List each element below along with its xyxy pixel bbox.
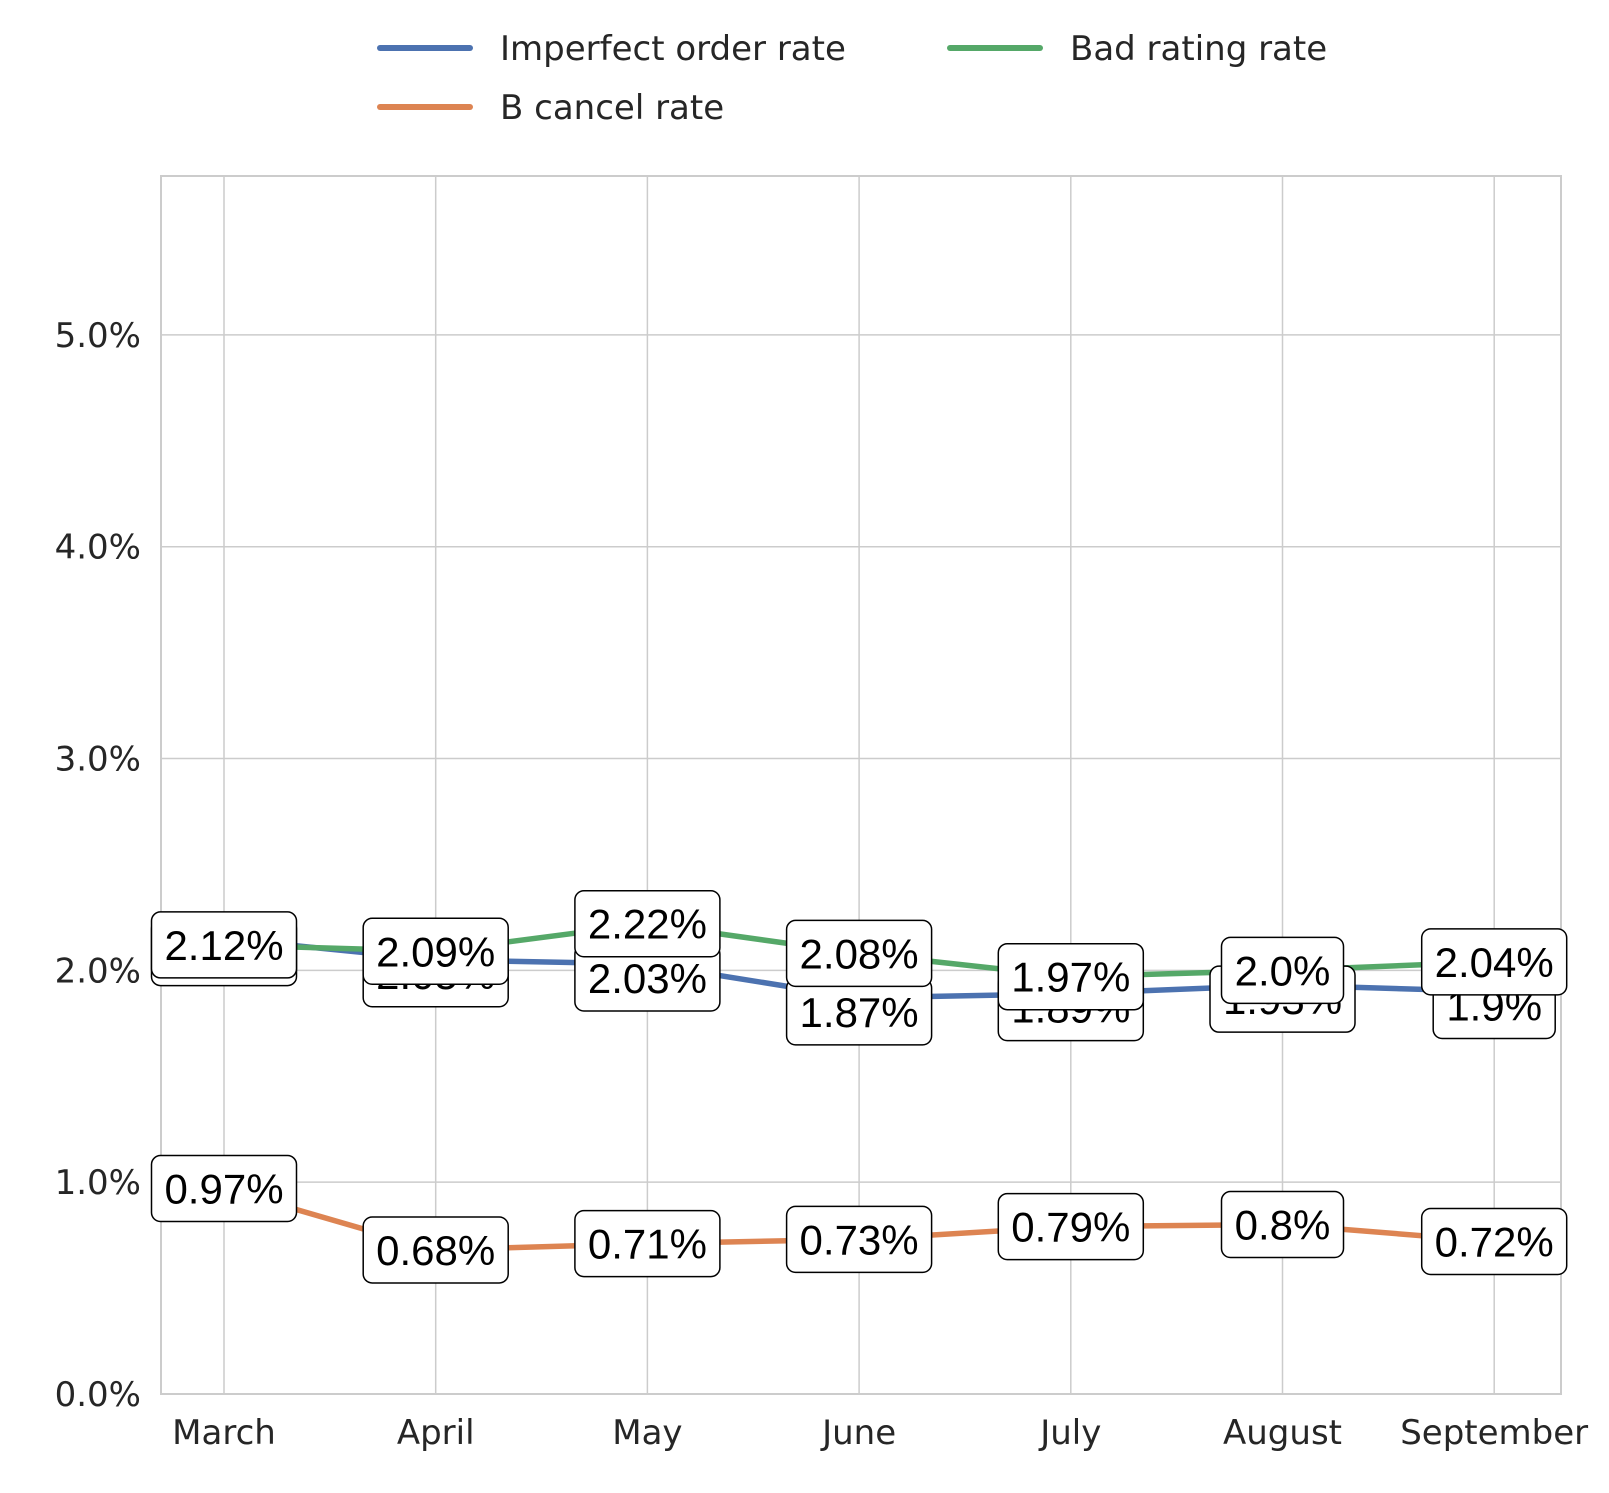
data-label: 0.73%: [785, 1205, 933, 1274]
data-label: 2.12%: [150, 911, 298, 979]
data-label-box: [997, 942, 1145, 1011]
x-tick-label: June: [820, 1413, 896, 1453]
data-label: 0.68%: [362, 1216, 509, 1284]
data-label-text: 0.71%: [588, 1221, 707, 1268]
data-label-text: 2.22%: [588, 901, 707, 948]
data-label-box: [997, 1192, 1145, 1261]
y-tick-label: 5.0%: [55, 316, 141, 356]
data-label-box: [1220, 936, 1345, 1005]
legend-label: B cancel rate: [500, 88, 724, 128]
data-label: 0.71%: [574, 1209, 721, 1278]
data-label-box: [1220, 1190, 1345, 1259]
data-label-text: 2.0%: [1235, 947, 1331, 994]
data-label-text: 1.87%: [800, 989, 919, 1036]
y-axis-ticks: 0.0% 1.0% 2.0% 3.0% 4.0% 5.0%: [55, 316, 141, 1415]
x-tick-label: July: [1038, 1413, 1101, 1453]
data-label-box: [150, 1154, 298, 1223]
x-axis-ticks: March April May June July August September: [172, 1413, 1588, 1453]
x-tick-label: April: [397, 1413, 475, 1453]
data-label-text: 0.72%: [1435, 1218, 1554, 1265]
data-label: 0.8%: [1220, 1190, 1345, 1259]
data-label-text: 2.08%: [800, 930, 919, 977]
data-label: 0.97%: [150, 1154, 298, 1223]
data-label: 2.09%: [362, 917, 509, 986]
data-label: 2.04%: [1420, 928, 1568, 996]
data-label-text: 0.8%: [1235, 1202, 1331, 1249]
y-tick-label: 3.0%: [55, 740, 141, 780]
data-label-box: [1420, 1207, 1568, 1276]
plot-frame: [160, 175, 1562, 1395]
legend-item: B cancel rate: [377, 88, 724, 128]
data-label-text: 0.97%: [164, 1166, 283, 1213]
data-label: 0.79%: [997, 1192, 1145, 1261]
y-tick-label: 1.0%: [55, 1163, 141, 1203]
data-label-box: [362, 917, 509, 986]
x-tick-label: September: [1400, 1413, 1588, 1453]
data-label-box: [574, 1209, 721, 1278]
data-label-box: [1420, 928, 1568, 996]
x-grid: [223, 176, 1495, 1394]
legend: Imperfect order rate B cancel rate Bad rat…: [377, 29, 1327, 128]
data-label: 2.22%: [574, 889, 721, 958]
data-label-text: 1.97%: [1011, 954, 1130, 1001]
data-label: 2.08%: [785, 919, 933, 988]
y-tick-label: 0.0%: [55, 1375, 141, 1415]
x-tick-label: August: [1223, 1413, 1342, 1453]
data-label-text: 0.68%: [376, 1227, 495, 1274]
legend-item: Bad rating rate: [947, 29, 1327, 69]
data-label-text: 2.03%: [588, 955, 707, 1002]
data-label: 2.03%: [574, 944, 721, 1012]
legend-item: Imperfect order rate: [377, 29, 846, 69]
data-label-text: 0.79%: [1011, 1204, 1130, 1251]
y-tick-label: 4.0%: [55, 528, 141, 568]
data-label: 0.72%: [1420, 1207, 1568, 1276]
data-label: 1.97%: [997, 942, 1145, 1011]
data-label-text: 0.73%: [800, 1216, 919, 1263]
data-label: 2.0%: [1220, 936, 1345, 1005]
legend-label: Bad rating rate: [1070, 29, 1327, 69]
legend-label: Imperfect order rate: [500, 29, 846, 69]
data-labels: 2.15%2.05%2.03%1.87%1.89%1.93%1.9%0.97%0…: [150, 889, 1568, 1284]
data-label-text: 2.12%: [164, 922, 283, 969]
data-label-box: [362, 1216, 509, 1284]
data-label-text: 2.09%: [376, 928, 495, 975]
data-label-box: [785, 919, 933, 988]
data-label: 1.87%: [785, 978, 933, 1046]
y-tick-label: 2.0%: [55, 951, 141, 991]
data-label-text: 2.04%: [1435, 939, 1554, 986]
x-tick-label: March: [172, 1413, 276, 1453]
x-tick-label: May: [612, 1413, 682, 1453]
data-label-box: [150, 911, 298, 979]
data-label-box: [574, 889, 721, 958]
data-label-box: [785, 1205, 933, 1274]
